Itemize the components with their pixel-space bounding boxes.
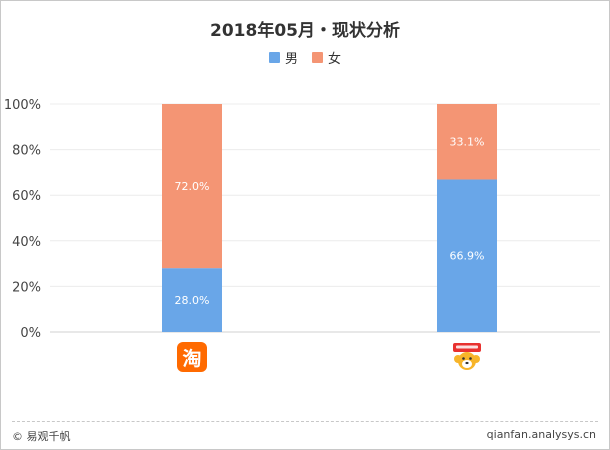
- taobao-icon: 淘: [177, 342, 207, 372]
- data-label: 33.1%: [450, 136, 485, 149]
- legend-swatch-male: [268, 52, 280, 63]
- suning-icon: [452, 342, 482, 372]
- bar-segment: [162, 104, 222, 269]
- footer-copyright: © 易观千帆: [12, 430, 71, 443]
- legend: 男 女: [0, 48, 610, 67]
- footer-divider: [12, 421, 598, 422]
- data-label: 72.0%: [175, 180, 210, 193]
- y-tick-label: 20%: [12, 280, 41, 295]
- bar-segment: [162, 268, 222, 332]
- y-tick-label: 80%: [12, 144, 41, 159]
- data-label: 28.0%: [175, 294, 210, 307]
- y-tick-label: 0%: [20, 326, 41, 341]
- legend-item-male: 男: [268, 48, 298, 67]
- bar-segment: [437, 179, 497, 332]
- y-tick-label: 60%: [12, 189, 41, 204]
- y-tick-label: 100%: [4, 98, 41, 113]
- data-label: 66.9%: [450, 250, 485, 263]
- y-tick-label: 40%: [12, 235, 41, 250]
- legend-item-female: 女: [312, 48, 341, 67]
- legend-label-male: 男: [284, 52, 298, 67]
- chart-title: 2018年05月・现状分析: [210, 21, 400, 41]
- legend-label-female: 女: [328, 52, 342, 67]
- footer-url: qianfan.analysys.cn: [486, 428, 596, 441]
- legend-swatch-female: [312, 52, 323, 63]
- bar-segment: [437, 104, 497, 180]
